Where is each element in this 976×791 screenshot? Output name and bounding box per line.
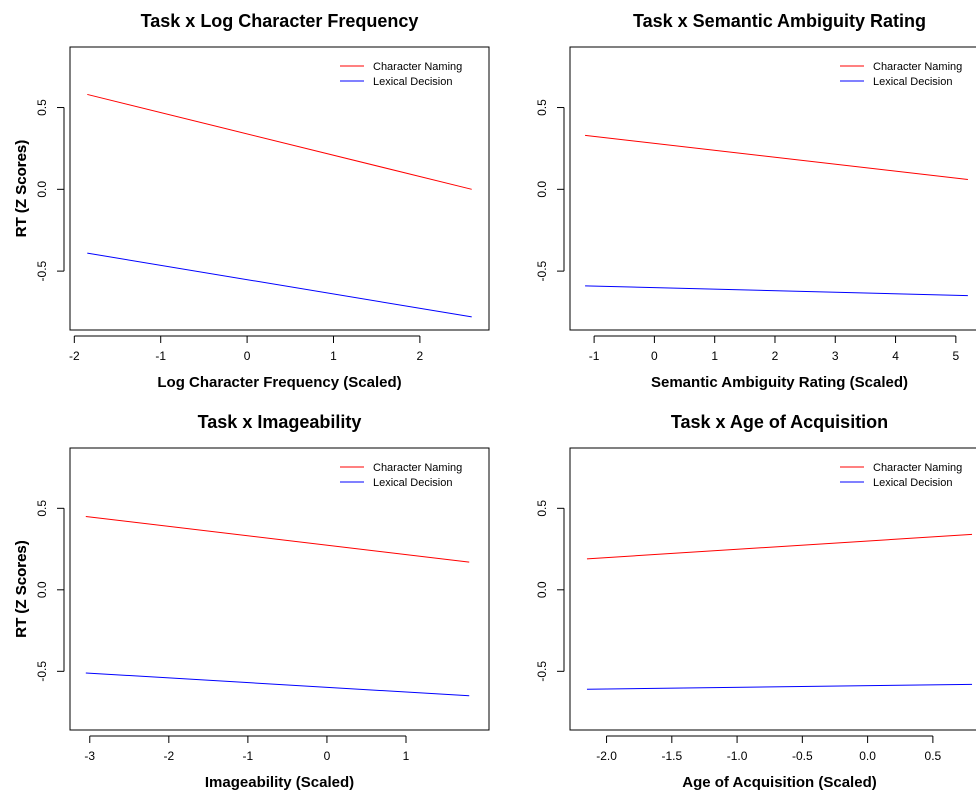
x-tick-label: 3 (832, 349, 839, 363)
x-tick-label: 5 (952, 349, 959, 363)
legend-label: Lexical Decision (873, 477, 952, 489)
x-tick-label: 0.0 (859, 749, 876, 763)
y-tick-label: -0.5 (535, 260, 549, 281)
x-tick-label: -0.5 (792, 749, 813, 763)
x-tick-label: 1 (403, 749, 410, 763)
x-tick-label: -1.5 (661, 749, 682, 763)
y-tick-label: -0.5 (35, 260, 49, 281)
x-tick-label: 1 (330, 349, 337, 363)
x-tick-label: -3 (84, 749, 95, 763)
y-tick-label: 0.0 (535, 581, 549, 598)
x-axis-label: Log Character Frequency (Scaled) (157, 374, 401, 391)
x-axis-label: Age of Acquisition (Scaled) (682, 774, 876, 791)
x-tick-label: 0 (324, 749, 331, 763)
chart-title: Task x Imageability (198, 412, 362, 432)
y-tick-label: 0.5 (535, 500, 549, 517)
panel-3: Task x Imageability -3 -2 -1 0 1 Imageability … (13, 412, 490, 791)
y-tick-label: 0.0 (35, 581, 49, 598)
x-tick-label: 0 (244, 349, 251, 363)
x-tick-label: -1 (243, 749, 254, 763)
legend-label: Lexical Decision (373, 477, 452, 489)
series-line-lexical-decision (586, 683, 973, 690)
series-line-lexical-decision (585, 285, 968, 297)
x-tick-label: -1 (589, 349, 600, 363)
legend-label: Character Naming (373, 462, 462, 474)
series-line-lexical-decision (85, 672, 470, 697)
chart-title: Task x Age of Acquisition (671, 412, 888, 432)
x-axis-label: Semantic Ambiguity Rating (Scaled) (651, 374, 908, 391)
series-line-character-naming (85, 515, 470, 563)
plot-frame (69, 46, 490, 331)
x-tick-label: 1 (711, 349, 718, 363)
legend-label: Lexical Decision (373, 76, 452, 88)
y-tick-label: 0.5 (535, 99, 549, 116)
x-tick-label: 2 (417, 349, 424, 363)
series-line-character-naming (586, 533, 973, 560)
x-axis-label: Imageability (Scaled) (205, 774, 354, 791)
y-axis-label: RT (Z Scores) (13, 140, 30, 238)
legend-label: Lexical Decision (873, 76, 952, 88)
legend-label: Character Naming (873, 462, 962, 474)
x-tick-label: 0 (651, 349, 658, 363)
y-tick-label: -0.5 (35, 661, 49, 682)
plot-frame (569, 447, 976, 731)
y-axis-label: RT (Z Scores) (13, 540, 30, 638)
x-tick-label: -2 (163, 749, 174, 763)
series-line-lexical-decision (87, 252, 472, 318)
y-tick-label: -0.5 (535, 661, 549, 682)
plot-frame (69, 447, 490, 731)
y-tick-label: 0.0 (535, 181, 549, 198)
series-line-character-naming (87, 93, 472, 190)
panel-2: Task x Semantic Ambiguity Rating -1 0 1 2 3 4 5… (13, 11, 976, 391)
series-line-character-naming (585, 134, 968, 180)
x-tick-label: -1 (155, 349, 166, 363)
x-tick-label: 0.5 (925, 749, 942, 763)
legend-label: Character Naming (873, 61, 962, 73)
x-tick-label: -2 (69, 349, 80, 363)
panel-1: Task x Log Character Frequency -2 -1 0 1 2 Log… (13, 11, 490, 391)
x-tick-label: -1.0 (727, 749, 748, 763)
x-tick-label: 4 (892, 349, 899, 363)
y-tick-label: 0.5 (35, 500, 49, 517)
y-axis-label: RT (Z Scores) (13, 540, 30, 638)
y-tick-label: 0.0 (35, 181, 49, 198)
x-tick-label: 2 (772, 349, 779, 363)
y-axis-label: RT (Z Scores) (13, 140, 30, 238)
legend-label: Character Naming (373, 61, 462, 73)
x-tick-label: -2.0 (596, 749, 617, 763)
chart-title: Task x Semantic Ambiguity Rating (633, 11, 926, 31)
chart-title: Task x Log Character Frequency (141, 11, 419, 31)
plot-frame (569, 46, 976, 331)
panel-4: Task x Age of Acquisition -2.0 -1.5 -1.0 -0.… (13, 412, 976, 791)
y-tick-label: 0.5 (35, 99, 49, 116)
